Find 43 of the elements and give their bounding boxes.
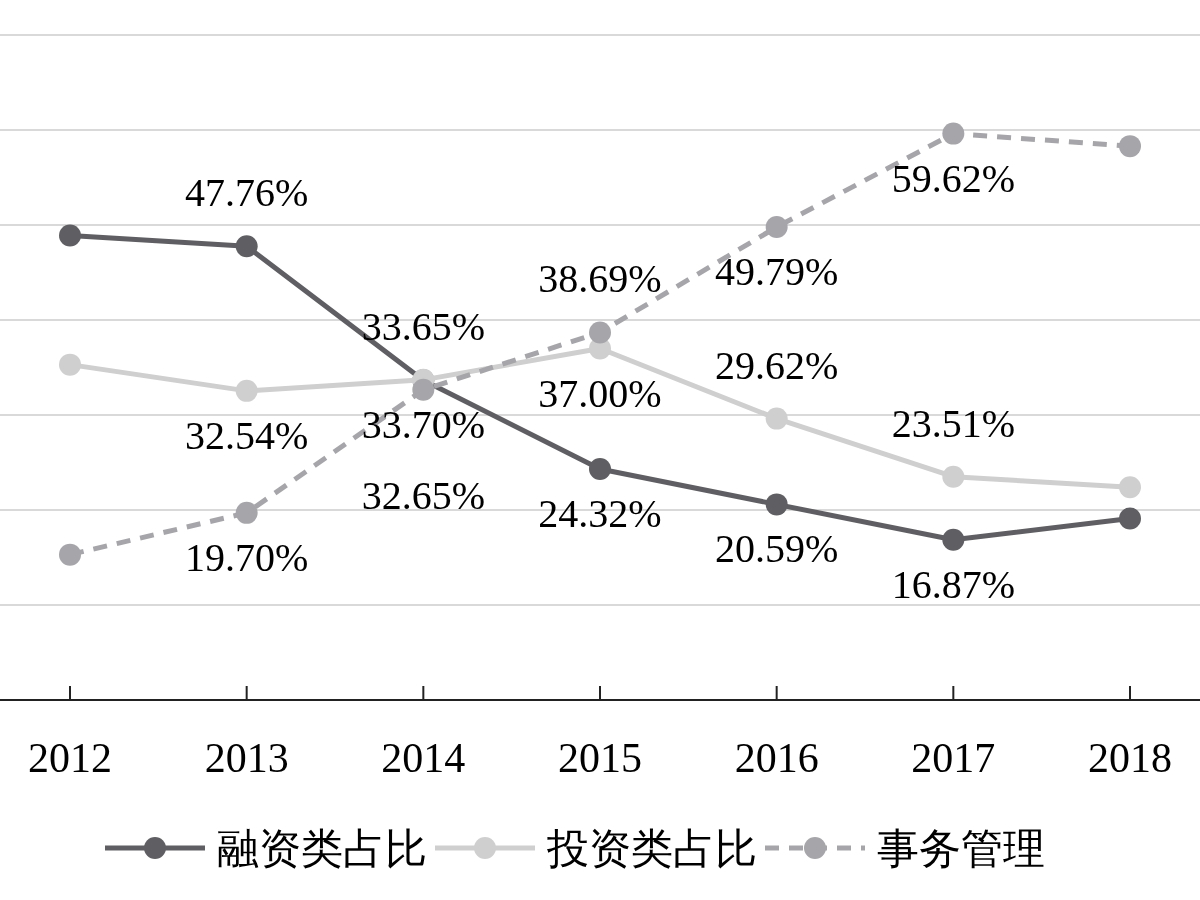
point (765, 216, 788, 238)
point (412, 378, 435, 401)
data-label: 23.51% (891, 400, 1015, 446)
point (765, 493, 788, 516)
point (235, 379, 258, 402)
data-label: 49.79% (715, 248, 839, 294)
point (235, 235, 258, 258)
data-label: 19.70% (185, 534, 309, 580)
point (1119, 476, 1141, 499)
data-label: 24.32% (538, 490, 662, 536)
point (589, 321, 611, 344)
point (1119, 135, 1141, 158)
point (942, 122, 965, 145)
data-label: 20.59% (715, 526, 839, 572)
x-tick-label: 2014 (381, 735, 466, 781)
data-label: 16.87% (891, 561, 1015, 607)
legend-label: 投资类占比 (546, 824, 757, 873)
x-tick-label: 2018 (1088, 735, 1172, 781)
x-tick-label: 2015 (558, 735, 642, 781)
point (942, 528, 965, 551)
point (59, 353, 81, 376)
data-label: 59.62% (891, 155, 1015, 201)
data-label: 32.54% (185, 412, 309, 458)
data-label: 29.62% (715, 342, 839, 388)
data-label: 32.65% (361, 472, 485, 518)
data-label: 47.76% (185, 170, 309, 216)
legend-label: 融资类占比 (217, 824, 427, 873)
data-label: 33.70% (361, 401, 485, 447)
point (59, 224, 81, 247)
x-tick-label: 2017 (911, 735, 996, 781)
data-label: 33.65% (361, 304, 485, 350)
point (765, 407, 788, 430)
point (942, 465, 965, 488)
point (1119, 507, 1141, 530)
x-tick-label: 2012 (28, 735, 112, 781)
point (589, 457, 611, 480)
x-tick-label: 2013 (204, 735, 289, 781)
data-label: 37.00% (538, 370, 662, 416)
point (235, 501, 258, 524)
legend-label: 事务管理 (877, 824, 1045, 873)
x-tick-label: 2016 (734, 735, 819, 781)
data-label: 38.69% (538, 256, 662, 302)
point (59, 543, 81, 566)
